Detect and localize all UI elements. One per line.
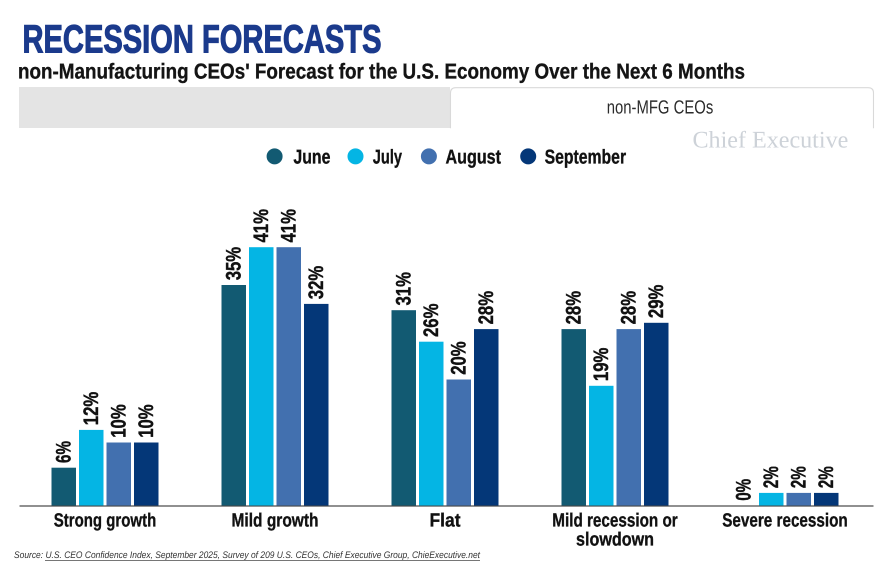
svg-text:2%: 2% [760, 466, 783, 488]
svg-text:12%: 12% [80, 391, 103, 425]
svg-text:41%: 41% [250, 209, 273, 243]
svg-text:non-MFG CEOs: non-MFG CEOs [607, 97, 714, 118]
svg-text:32%: 32% [305, 265, 328, 299]
svg-text:10%: 10% [108, 404, 131, 438]
svg-text:28%: 28% [618, 291, 641, 325]
svg-text:Chief Executive: Chief Executive [693, 128, 849, 154]
svg-text:Strong growth: Strong growth [54, 511, 157, 532]
svg-text:September: September [545, 147, 627, 169]
svg-text:June: June [293, 147, 330, 169]
svg-text:2%: 2% [788, 466, 811, 488]
svg-text:28%: 28% [475, 291, 498, 325]
svg-text:19%: 19% [590, 347, 613, 381]
svg-text:6%: 6% [53, 441, 76, 463]
svg-text:31%: 31% [393, 272, 416, 306]
svg-text:RECESSION FORECASTS: RECESSION FORECASTS [23, 18, 382, 62]
svg-text:Flat: Flat [430, 511, 462, 532]
svg-text:Source: U.S. CEO Confidence In: Source: U.S. CEO Confidence Index, Septe… [14, 550, 480, 561]
svg-text:29%: 29% [645, 284, 668, 318]
svg-text:slowdown: slowdown [576, 530, 654, 551]
svg-text:20%: 20% [448, 341, 471, 375]
svg-text:Severe recession: Severe recession [722, 511, 848, 532]
svg-text:non-Manufacturing CEOs' Foreca: non-Manufacturing CEOs' Forecast for the… [18, 59, 745, 83]
svg-text:26%: 26% [420, 303, 443, 337]
svg-text:41%: 41% [278, 209, 301, 243]
svg-text:August: August [446, 147, 502, 169]
svg-text:July: July [373, 147, 403, 169]
svg-text:0%: 0% [733, 479, 756, 501]
svg-text:Mild recession or: Mild recession or [552, 511, 678, 532]
svg-text:28%: 28% [563, 291, 586, 325]
svg-text:10%: 10% [135, 404, 158, 438]
svg-text:35%: 35% [223, 247, 246, 281]
svg-text:2%: 2% [815, 466, 838, 488]
svg-text:Mild growth: Mild growth [232, 511, 319, 532]
